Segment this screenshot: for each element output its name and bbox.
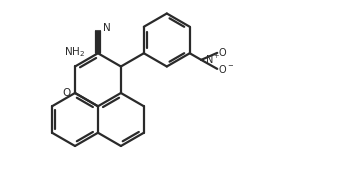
Text: NH$_2$: NH$_2$ [64, 46, 86, 60]
Text: N: N [103, 23, 111, 33]
Text: N$^+$: N$^+$ [205, 53, 221, 66]
Text: O: O [218, 48, 226, 58]
Text: O$^-$: O$^-$ [218, 63, 234, 75]
Text: O: O [63, 88, 71, 98]
